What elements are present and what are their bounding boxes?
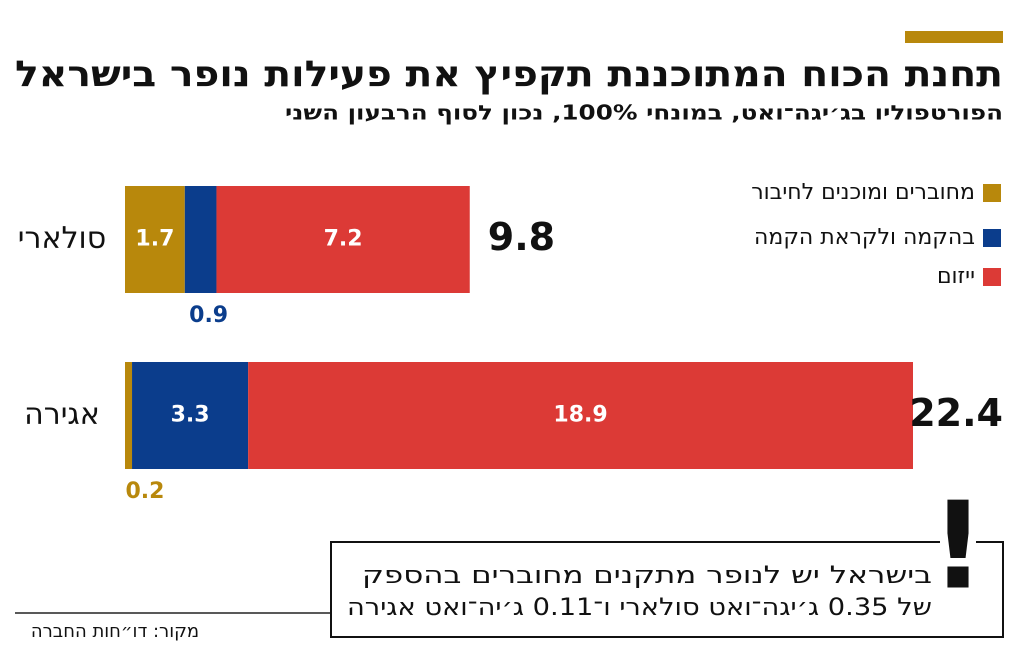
bar-segment [184, 186, 217, 293]
chart-subtitle: הפורטפוליו בג׳יגה־ואט, במונחי 100%, נכון… [285, 101, 1003, 125]
data-label: 3.3 [171, 403, 210, 428]
total-label: 22.4 [909, 391, 1003, 435]
legend-swatch [983, 268, 1001, 286]
data-label: 0.9 [189, 303, 228, 328]
note-mark-bg [940, 490, 976, 620]
data-label: 1.7 [135, 227, 174, 252]
bar-segment [125, 186, 185, 293]
legend-swatch [983, 184, 1001, 202]
total-label: 9.8 [488, 215, 555, 259]
note-line: בישראל יש לנופר מתקנים מחוברים בהספק [362, 561, 932, 589]
bar-segment [248, 362, 913, 469]
data-label: 18.9 [553, 403, 607, 428]
category-label: סולארי [18, 221, 106, 256]
note-line: של 0.35 ג׳יגה־ואט סולארי ו־0.11 ג׳יה־ואט… [347, 593, 932, 621]
legend-label: מחוברים ומוכנים לחיבור [751, 180, 975, 205]
legend-label: בהקמה ולקראת הקמה [754, 225, 975, 250]
note-mark: ! [931, 478, 986, 617]
legend-label: ייזום [937, 264, 975, 289]
accent-bar [905, 31, 1003, 43]
bar-segment [125, 362, 133, 469]
data-label: 7.2 [324, 227, 363, 252]
source: מקור: דו״חות החברה [31, 621, 199, 642]
bar-segment [216, 186, 470, 293]
note-box [330, 541, 1004, 638]
data-label: 0.2 [126, 479, 165, 504]
legend-swatch [983, 229, 1001, 247]
bar-segment [132, 362, 249, 469]
category-label: אגירה [24, 397, 100, 432]
chart-title: תחנת הכוח המתוכננת תקפיץ את פעילות נופר … [15, 54, 1003, 95]
